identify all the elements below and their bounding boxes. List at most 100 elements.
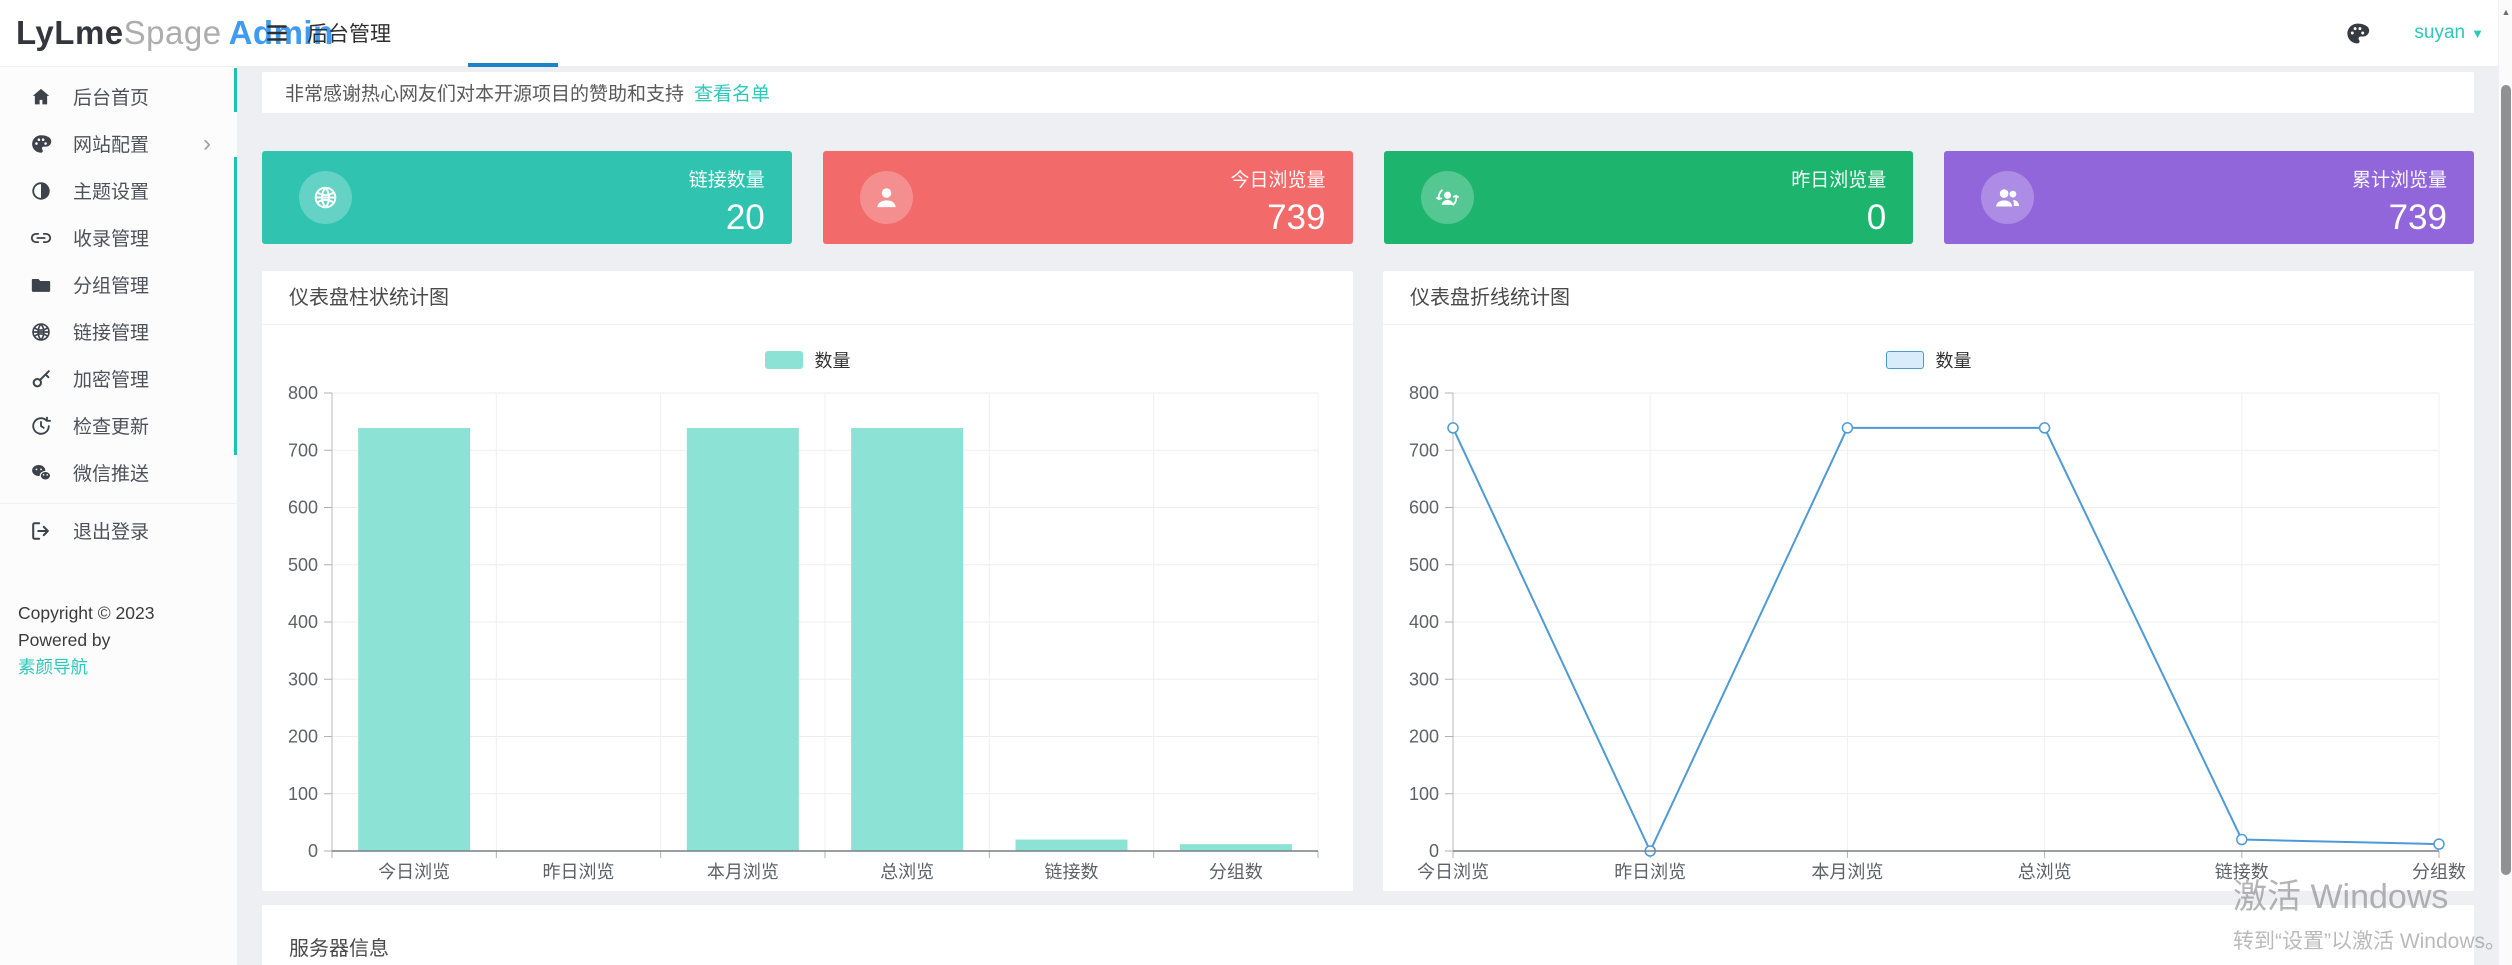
sidebar-item-label: 检查更新 [73, 417, 150, 438]
svg-text:0: 0 [308, 841, 318, 861]
folder-icon [30, 274, 52, 296]
palette-icon [30, 133, 52, 155]
page-title: 后台管理 [307, 23, 391, 46]
svg-text:链接数: 链接数 [1045, 862, 1099, 882]
legend-swatch-icon [764, 351, 803, 369]
charts-row: 仪表盘柱状统计图 数量 0 100 200 300 400 500 600 700 800 今日浏… [262, 271, 2474, 891]
line-chart-card: 仪表盘折线统计图 数量 0 100 200 300 400 500 600 700 800 今日浏… [1383, 271, 2474, 891]
stat-card-label: 累计浏览量 [2351, 170, 2447, 191]
sidebar-item-key[interactable]: 加密管理 [0, 355, 237, 402]
sidebar-menu: 后台首页网站配置 › 主题设置收录管理分组管理 链接管理加密管理检查更新微信推送退出登… [0, 67, 237, 557]
sidebar-item-globe[interactable]: 链接管理 [0, 308, 237, 355]
svg-text:300: 300 [1409, 669, 1439, 689]
svg-text:600: 600 [1409, 498, 1439, 518]
svg-text:分组数: 分组数 [1209, 862, 1263, 882]
copyright-text: Copyright © 2023 Powered by [18, 603, 155, 651]
bar-chart-title: 仪表盘柱状统计图 [262, 271, 1353, 325]
bar-chart: 0 100 200 300 400 500 600 700 800 今日浏览 昨日浏览 本月浏览 总浏览… [288, 383, 1319, 882]
svg-text:800: 800 [1409, 383, 1439, 403]
globe-icon [30, 321, 52, 343]
copyright-link[interactable]: 素颜导航 [18, 657, 88, 678]
line-chart-legend[interactable]: 数量 [1383, 347, 2474, 373]
svg-text:100: 100 [288, 784, 318, 804]
link-icon [30, 227, 52, 249]
svg-text:本月浏览: 本月浏览 [707, 862, 779, 882]
line-chart: 0 100 200 300 400 500 600 700 800 今日浏览 昨日浏览 本月浏览 总浏览… [1409, 383, 2466, 882]
stat-card-0: 链接数量 20 [262, 151, 792, 244]
sidebar-item-label: 主题设置 [73, 182, 150, 203]
theme-icon [30, 180, 52, 202]
sidebar-item-folder[interactable]: 分组管理 [0, 261, 237, 308]
theme-palette-icon[interactable] [2345, 21, 2370, 46]
menu-toggle-icon[interactable] [264, 20, 290, 46]
page-scrollbar[interactable]: ▲ [2498, 0, 2512, 965]
stat-cards-row: 链接数量 20 今日浏览量 739 昨日浏览量 0 累计浏览量 739 [262, 151, 2474, 244]
sidebar-item-logout[interactable]: 退出登录 [0, 503, 237, 557]
app-logo: LyLmeSpage Admin [0, 14, 333, 52]
stat-card-value: 0 [1866, 198, 1887, 237]
update-icon [30, 415, 52, 437]
logo-part-1: LyLme [16, 14, 124, 51]
sidebar: 后台首页网站配置 › 主题设置收录管理分组管理 链接管理加密管理检查更新微信推送退出登… [0, 67, 237, 965]
home-icon [30, 86, 52, 108]
sidebar-item-label: 加密管理 [73, 370, 150, 391]
notice-bar: 非常感谢热心网友们对本开源项目的赞助和支持 查看名单 [262, 72, 2474, 113]
svg-text:100: 100 [1409, 784, 1439, 804]
sidebar-item-label: 退出登录 [73, 522, 150, 543]
sidebar-item-label: 后台首页 [73, 88, 150, 109]
notice-text: 非常感谢热心网友们对本开源项目的赞助和支持 [285, 84, 685, 105]
server-info-card: 服务器信息 [262, 905, 2474, 965]
sidebar-item-palette[interactable]: 网站配置 › [0, 120, 237, 167]
svg-text:0: 0 [1429, 841, 1439, 861]
line-chart-title: 仪表盘折线统计图 [1383, 271, 2474, 325]
globe-icon [299, 171, 352, 224]
users-icon [1981, 171, 2035, 224]
scrollbar-thumb[interactable] [2501, 85, 2511, 875]
sidebar-item-label: 网站配置 [73, 135, 150, 156]
copyright: Copyright © 2023 Powered by 素颜导航 [0, 600, 237, 681]
stat-card-value: 739 [1267, 198, 1326, 237]
svg-text:200: 200 [1409, 727, 1439, 747]
notice-link[interactable]: 查看名单 [694, 84, 771, 105]
sidebar-item-wechat[interactable]: 微信推送 [0, 449, 237, 496]
svg-text:总浏览: 总浏览 [2018, 862, 2072, 882]
stat-card-2: 昨日浏览量 0 [1383, 151, 1914, 244]
active-tab-indicator [468, 63, 558, 67]
header: LyLmeSpage Admin 后台管理 suyan ▼ [0, 0, 2512, 67]
svg-text:昨日浏览: 昨日浏览 [1614, 862, 1686, 882]
sidebar-item-label: 收录管理 [73, 229, 150, 250]
svg-text:分组数: 分组数 [2412, 862, 2466, 882]
sidebar-item-theme[interactable]: 主题设置 [0, 167, 237, 214]
logout-icon [30, 520, 52, 542]
wechat-icon [30, 462, 52, 484]
sidebar-scrollbar[interactable] [234, 68, 237, 112]
stat-card-label: 今日浏览量 [1230, 170, 1326, 191]
svg-text:700: 700 [1409, 440, 1439, 460]
svg-text:500: 500 [1409, 555, 1439, 575]
legend-label: 数量 [1935, 351, 1972, 371]
svg-text:今日浏览: 今日浏览 [1417, 862, 1489, 882]
svg-text:300: 300 [288, 669, 318, 689]
sidebar-item-home[interactable]: 后台首页 [0, 73, 237, 120]
sidebar-item-update[interactable]: 检查更新 [0, 402, 237, 449]
svg-text:本月浏览: 本月浏览 [1811, 862, 1883, 882]
svg-text:总浏览: 总浏览 [880, 862, 934, 882]
main-content: 非常感谢热心网友们对本开源项目的赞助和支持 查看名单 链接数量 20 今日浏览量 73… [237, 67, 2498, 965]
svg-text:500: 500 [288, 555, 318, 575]
stat-card-1: 今日浏览量 739 [822, 151, 1353, 244]
sidebar-scrollbar[interactable] [234, 157, 237, 455]
user-dropdown[interactable]: suyan ▼ [2414, 22, 2484, 44]
svg-text:200: 200 [288, 727, 318, 747]
stat-card-3: 累计浏览量 739 [1944, 151, 2474, 244]
sidebar-item-label: 微信推送 [73, 464, 150, 485]
sidebar-item-link[interactable]: 收录管理 [0, 214, 237, 261]
username: suyan [2414, 22, 2466, 43]
bar-chart-card: 仪表盘柱状统计图 数量 0 100 200 300 400 500 600 700 800 今日浏… [262, 271, 1353, 891]
scroll-up-arrow-icon[interactable]: ▲ [2501, 7, 2511, 17]
server-info-title: 服务器信息 [289, 938, 389, 960]
bar-chart-legend[interactable]: 数量 [262, 347, 1353, 373]
svg-text:400: 400 [1409, 612, 1439, 632]
svg-text:800: 800 [288, 383, 318, 403]
legend-label: 数量 [814, 351, 851, 371]
stat-card-value: 739 [2388, 198, 2447, 237]
